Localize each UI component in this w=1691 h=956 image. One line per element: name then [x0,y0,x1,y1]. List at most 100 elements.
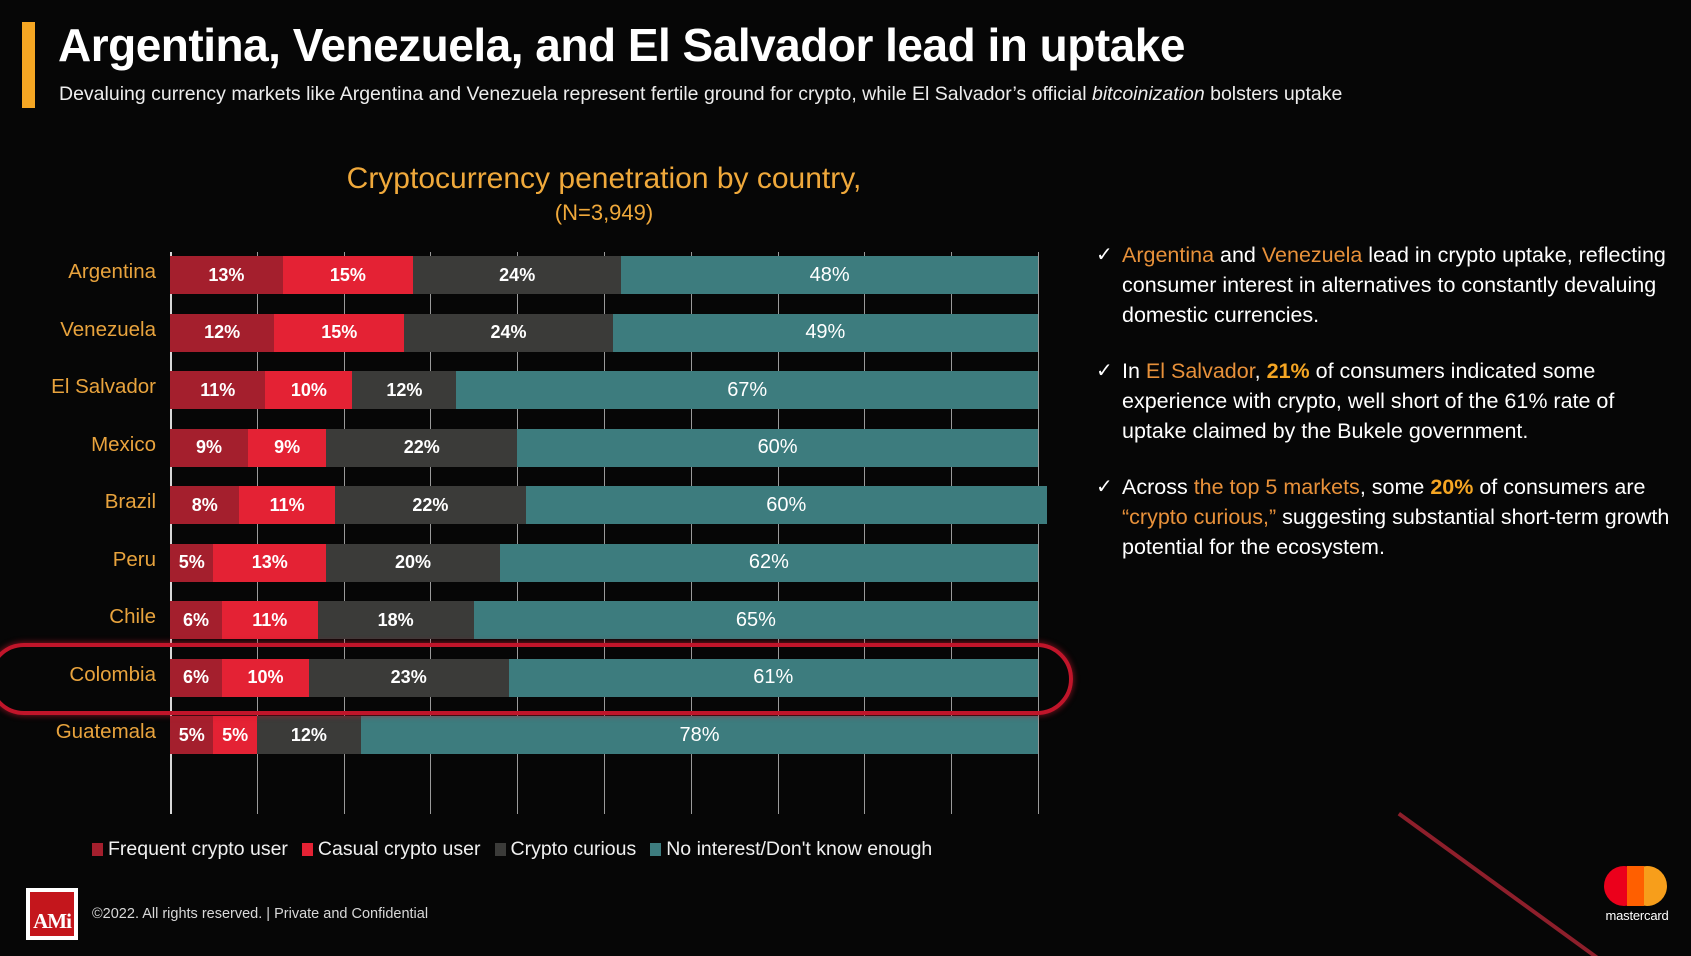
bar-segment: 11% [222,601,318,639]
bar-segment: 15% [274,313,405,352]
chart-gridlines [170,252,1039,814]
bar-segment: 9% [248,428,327,467]
copyright-text: ©2022. All rights reserved. | Private an… [92,906,429,922]
body-text: of consumers indicated some experience w… [1122,359,1615,443]
legend-item[interactable]: Crypto curious [494,838,636,861]
gridline-90 [951,252,953,814]
bar-segment: 10% [222,658,309,697]
gridline-40 [517,252,519,814]
bar-segment: 5% [170,716,214,754]
emphasis-text: “crypto curious,” [1122,505,1277,529]
insight-bullet-text: Across the top 5 markets, some 20% of co… [1122,472,1676,562]
category-label-mexico: Mexico [91,432,156,456]
category-label-venezuela: Venezuela [60,317,156,341]
page-subtitle: Devaluing currency markets like Argentin… [59,83,1342,106]
legend-swatch-icon [301,843,313,856]
bar-segment: 18% [317,601,474,639]
emphasis-text: 21% [1266,359,1310,383]
chart-row: Peru 5% 13% 20% 62% [0,543,1100,582]
bar-segment: 60% [525,486,1047,524]
body-text: , [1254,359,1267,383]
chart-title: Cryptocurrency penetration by country, [346,162,862,195]
bar-segment: 24% [404,313,613,352]
bar-segment: 20% [326,543,500,582]
bar-segment: 6% [170,658,223,697]
insight-bullet-list: ✓ Argentina and Venezuela lead in crypto … [1096,240,1676,588]
check-icon: ✓ [1096,244,1113,266]
gridline-0 [170,252,172,814]
stacked-bar: 5% 13% 20% 62% [170,543,1038,582]
gridline-80 [864,252,866,814]
bar-segment: 24% [413,256,622,294]
stacked-bar: 12% 15% 24% 49% [170,313,1038,352]
category-label-brazil: Brazil [104,490,156,513]
stacked-bar: 9% 9% 22% 60% [170,428,1038,467]
legend-label: Frequent crypto user [108,838,288,860]
accent-bar [22,22,35,108]
body-text: In [1122,359,1146,383]
bar-segment: 8% [170,486,240,524]
stacked-bar: 11% 10% 12% 67% [170,371,1038,409]
bar-segment: 48% [621,256,1038,294]
bar-segment: 5% [213,716,257,754]
gridline-60 [690,252,692,814]
bar-segment: 12% [170,313,275,352]
chart-row: Argentina 13% 15% 24% 48% [0,256,1100,294]
chart-row: Colombia 6% 10% 23% 61% [0,658,1100,697]
chart-row: Venezuela 12% 15% 24% 49% [0,313,1100,352]
legend-item[interactable]: No interest/Don't know enough [650,838,932,861]
check-icon: ✓ [1096,476,1113,498]
chart-row: El Salvador 11% 10% 12% 67% [0,371,1100,409]
gridline-70 [777,252,779,814]
mastercard-logo: mastercard [1604,866,1678,928]
subtitle-part-1: Devaluing currency markets like Argentin… [59,83,1092,105]
bar-segment: 6% [170,601,223,639]
emphasis-text: 20% [1430,475,1474,499]
emphasis-text: Argentina [1122,243,1215,267]
mastercard-overlap [1627,866,1644,906]
gridline-30 [430,252,432,814]
slide-header: Argentina, Venezuela, and El Salvador le… [0,0,1691,130]
bar-segment: 49% [612,313,1038,352]
category-label-el-salvador: El Salvador [51,375,156,398]
category-label-colombia: Colombia [69,662,156,686]
bar-segment: 67% [456,371,1038,409]
subtitle-italic-term: bitcoinization [1091,83,1205,105]
bar-segment: 65% [473,601,1038,639]
bar-segment: 9% [170,428,249,467]
body-text: of consumers are [1473,475,1646,499]
bar-segment: 11% [170,371,266,409]
bar-segment: 78% [360,716,1038,754]
gridline-100 [1038,252,1039,814]
chart-row: Chile 6% 11% 18% 65% [0,601,1100,639]
insight-bullet-text: Argentina and Venezuela lead in crypto u… [1122,240,1676,330]
bar-segment: 12% [256,716,361,754]
chart-subtitle: (N=3,949) [554,200,654,225]
emphasis-text: the top 5 markets [1193,475,1360,499]
legend-swatch-icon [92,843,103,856]
emphasis-text: El Salvador [1145,359,1255,383]
bar-segment: 62% [499,543,1038,582]
bar-segment: 22% [326,428,518,467]
insight-bullet-text: In El Salvador, 21% of consumers indicat… [1122,356,1676,446]
body-text: lead in crypto uptake, reflecting consum… [1122,243,1666,327]
chart-legend: Frequent crypto user Casual crypto user Cr… [92,838,946,861]
stacked-bar: 8% 11% 22% 60% [170,486,1047,524]
insight-bullet: ✓ Across the top 5 markets, some 20% of c… [1096,472,1676,562]
body-text: and [1214,243,1262,267]
bar-segment: 13% [213,543,327,582]
gridline-50 [604,252,605,814]
stacked-bar: 5% 5% 12% 78% [170,716,1038,754]
legend-label: No interest/Don't know enough [666,838,933,860]
body-text: Across [1122,475,1194,499]
emphasis-text: Venezuela [1261,243,1363,267]
legend-item[interactable]: Casual crypto user [301,838,481,861]
chart-row: Mexico 9% 9% 22% 60% [0,428,1100,467]
bar-segment: 23% [308,658,509,697]
chart-row: Guatemala 5% 5% 12% 78% [0,716,1100,754]
legend-item[interactable]: Frequent crypto user [92,838,288,861]
bar-segment: 15% [282,256,414,294]
category-label-guatemala: Guatemala [55,720,156,743]
ami-logo-text: AMi [30,892,74,936]
